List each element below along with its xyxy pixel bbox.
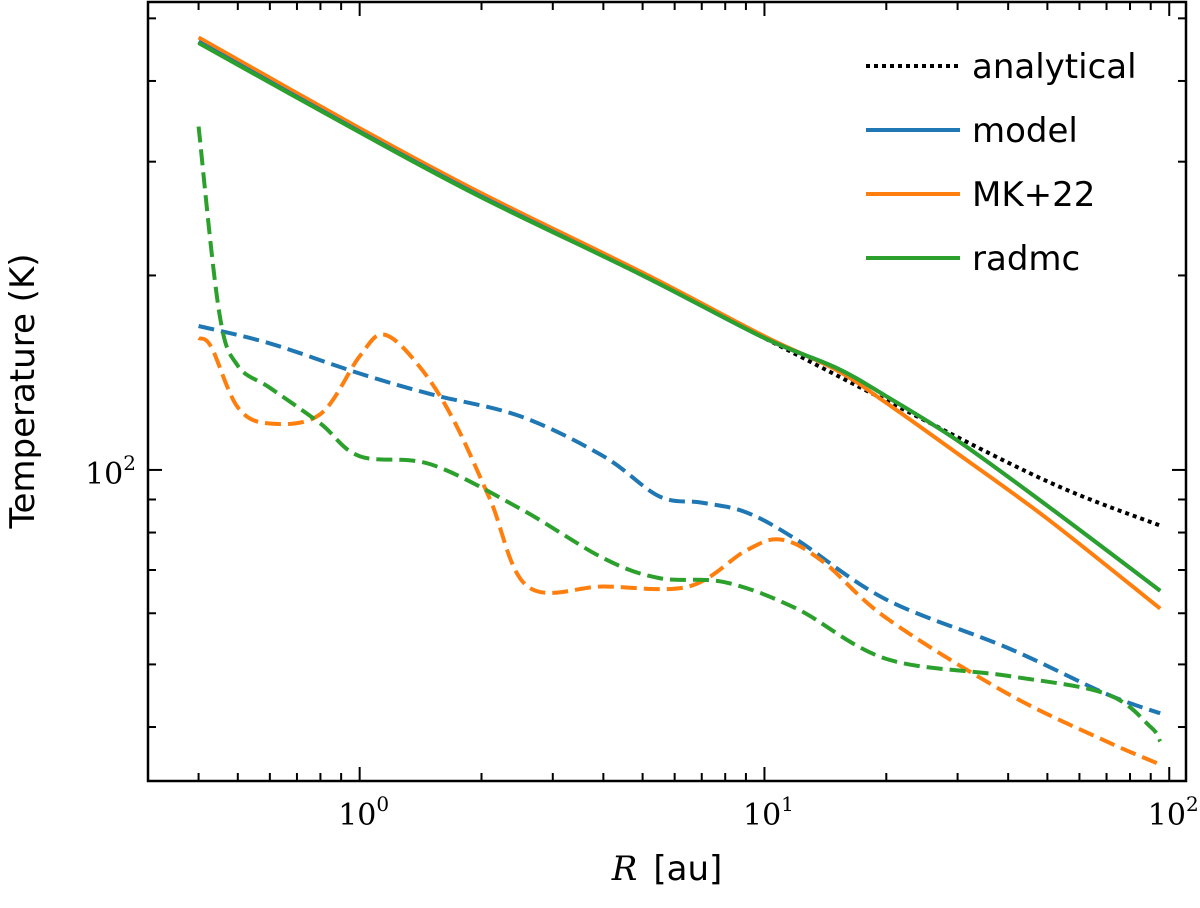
y-axis-label: Temperature (K)	[3, 253, 43, 529]
x-axis-unit: [au]	[653, 849, 722, 889]
legend-label: model	[972, 111, 1078, 151]
series-line-radmc	[197, 41, 1162, 593]
series-line-radmc-dashed	[196, 126, 1162, 743]
legend: analytical model MK+22 radmc	[866, 47, 1137, 279]
series-line-model-dashed	[198, 324, 1161, 716]
x-axis-variable: R	[611, 849, 638, 889]
legend-label: analytical	[972, 47, 1137, 87]
y-tick-label: 102	[85, 451, 136, 492]
x-tick-label: 100	[338, 792, 389, 833]
x-axis-label: R [au]	[611, 849, 723, 889]
tick-labels: 100 101 102 102	[85, 451, 1199, 833]
x-tick-label: 101	[743, 792, 794, 833]
legend-label: radmc	[972, 239, 1080, 279]
tick-marks	[147, 2, 1186, 781]
legend-label: MK+22	[972, 175, 1095, 215]
series-line-mk-22-dashed	[197, 332, 1162, 767]
x-tick-label: 102	[1148, 792, 1199, 833]
series-lines	[196, 35, 1162, 767]
plot-frame	[146, 0, 1188, 783]
